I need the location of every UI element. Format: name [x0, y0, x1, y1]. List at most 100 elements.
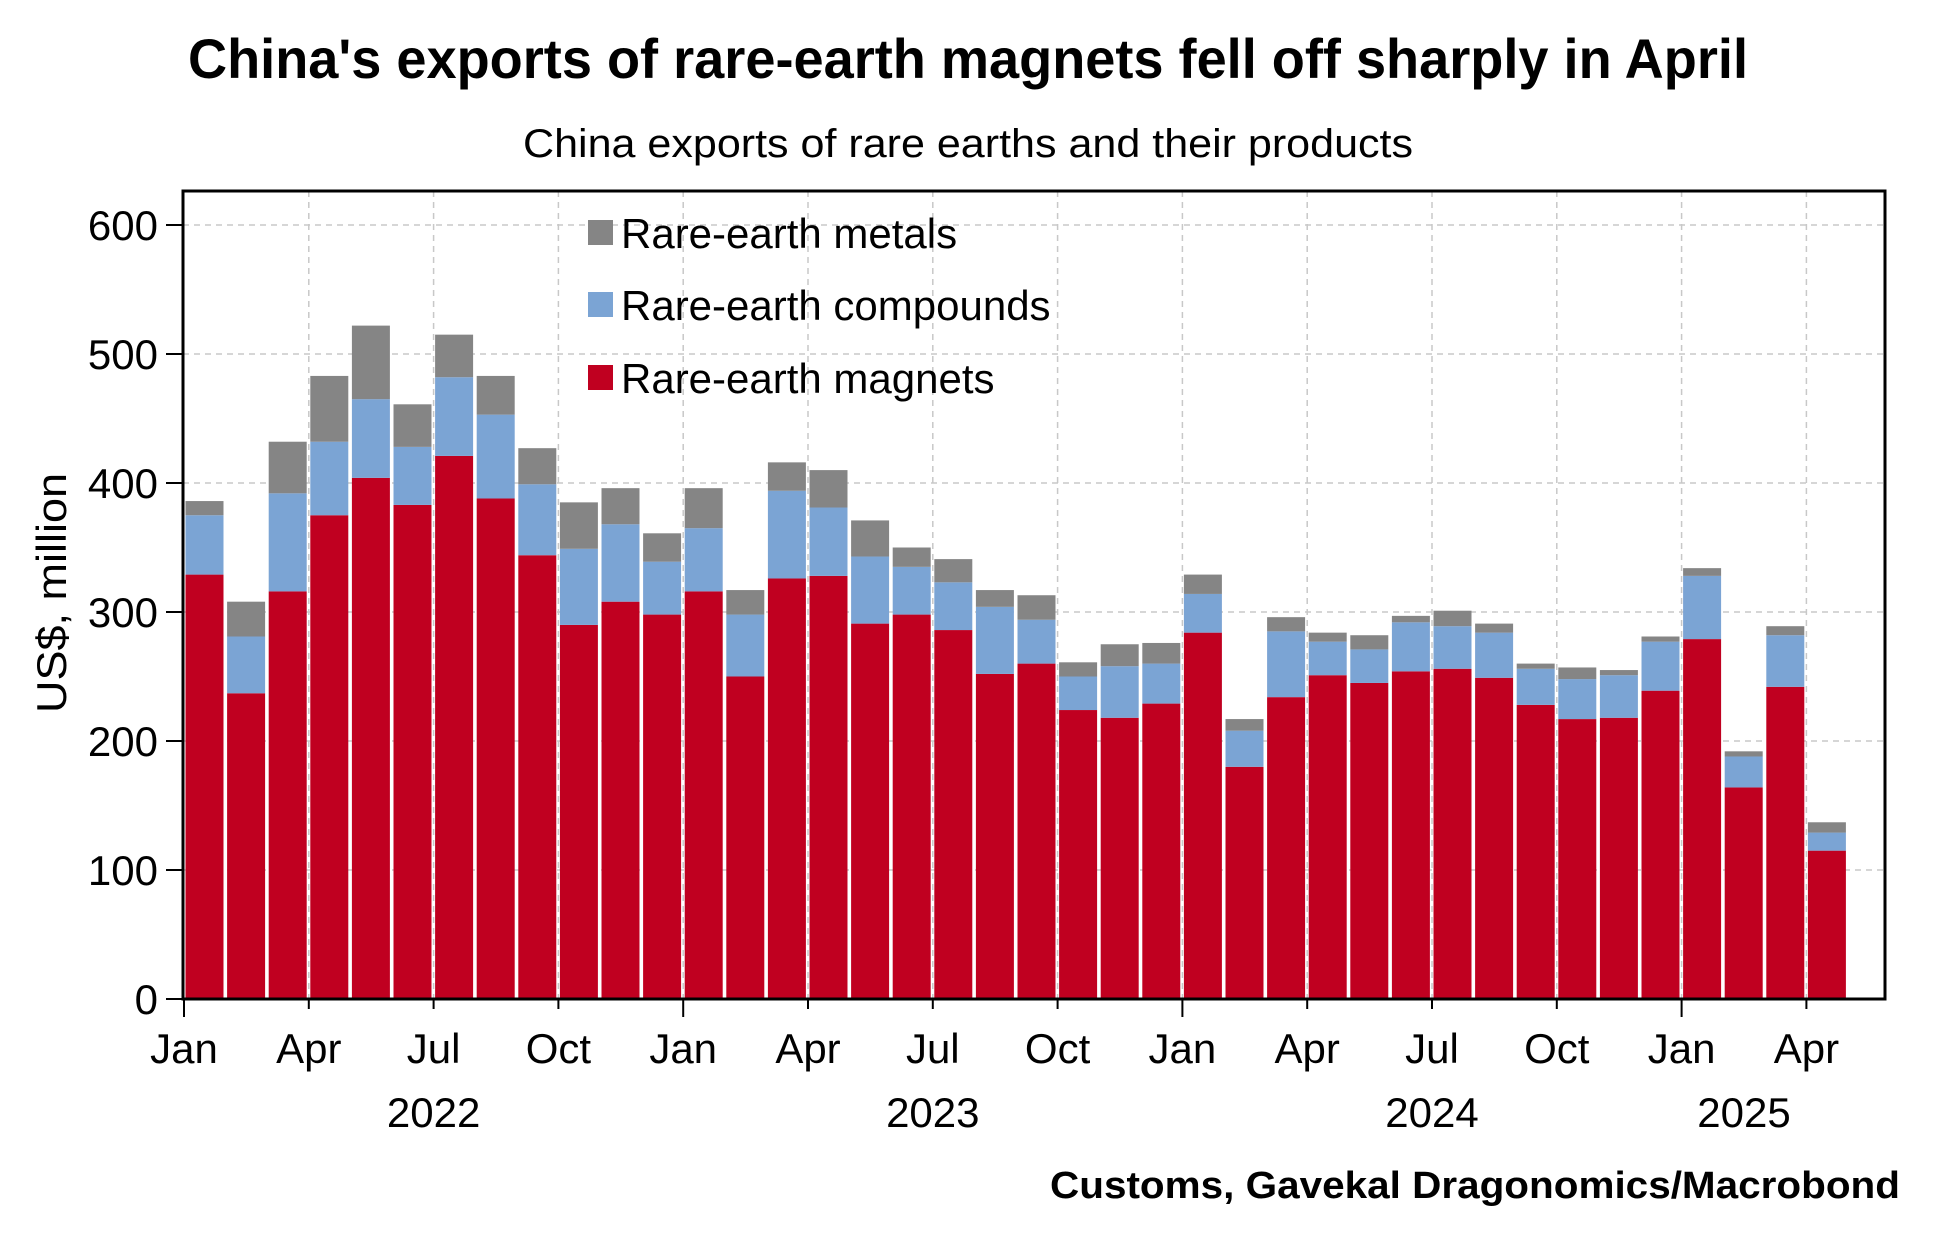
- bar-rare-earth-magnets-2025-02: [1724, 787, 1763, 999]
- bar-rare-earth-metals-2023-02: [726, 590, 765, 615]
- x-tick-label: Jan: [150, 1025, 218, 1072]
- bar-rare-earth-metals-2023-09: [1017, 595, 1056, 620]
- bar-rare-earth-compounds-2023-08: [975, 606, 1014, 674]
- plot-frame: [181, 189, 1887, 1001]
- bar-rare-earth-metals-2023-01: [684, 488, 723, 529]
- bar-rare-earth-metals-2024-11: [1599, 670, 1638, 676]
- bar-rare-earth-metals-2024-02: [1225, 719, 1264, 731]
- x-year-label: 2022: [387, 1089, 480, 1136]
- bar-rare-earth-compounds-2025-03: [1766, 635, 1805, 687]
- bar-rare-earth-compounds-2024-10: [1558, 679, 1597, 720]
- bar-rare-earth-magnets-2023-11: [1100, 717, 1139, 999]
- bar-rare-earth-magnets-2025-03: [1766, 686, 1805, 999]
- bar-rare-earth-metals-2022-08: [476, 375, 515, 415]
- bar-rare-earth-compounds-2023-03: [767, 490, 806, 579]
- bar-rare-earth-metals-2025-03: [1766, 626, 1805, 636]
- bar-rare-earth-compounds-2024-11: [1599, 675, 1638, 718]
- bar-rare-earth-compounds-2024-12: [1641, 641, 1680, 691]
- x-axis: Jan Apr Jul Oct Jan Apr Jul Oct Jan Apr Jul Oct Jan A…: [150, 999, 1839, 1136]
- legend: Rare-earth metals Rare-earth compounds Rar…: [588, 210, 1051, 402]
- bar-rare-earth-metals-2022-11: [601, 488, 640, 525]
- bar-rare-earth-metals-2023-12: [1142, 642, 1181, 664]
- bar-rare-earth-compounds-2025-02: [1724, 756, 1763, 788]
- bar-rare-earth-magnets-2024-09: [1516, 704, 1555, 999]
- bar-rare-earth-compounds-2023-11: [1100, 666, 1139, 718]
- chart-subtitle: China exports of rare earths and their p…: [523, 122, 1413, 166]
- bar-rare-earth-compounds-2022-08: [476, 414, 515, 499]
- bar-rare-earth-magnets-2023-03: [767, 578, 806, 999]
- bar-rare-earth-magnets-2023-04: [809, 575, 848, 999]
- bar-rare-earth-metals-2023-06: [892, 547, 931, 567]
- x-tick-label: Jan: [649, 1025, 717, 1072]
- x-tick-label: Oct: [1025, 1025, 1091, 1072]
- bar-rare-earth-magnets-2024-05: [1350, 682, 1389, 999]
- bar-rare-earth-magnets-2023-12: [1142, 703, 1181, 999]
- bar-rare-earth-compounds-2023-05: [851, 556, 890, 624]
- bar-rare-earth-metals-2022-04: [310, 375, 349, 442]
- x-year-label: 2025: [1697, 1089, 1790, 1136]
- x-year-label: 2023: [886, 1089, 979, 1136]
- bar-rare-earth-metals-2024-10: [1558, 667, 1597, 680]
- bar-rare-earth-magnets-2023-02: [726, 676, 765, 999]
- bar-rare-earth-compounds-2023-04: [809, 507, 848, 576]
- bar-rare-earth-compounds-2024-07: [1433, 626, 1472, 669]
- bar-rare-earth-metals-2022-03: [268, 441, 307, 494]
- bar-rare-earth-magnets-2024-11: [1599, 717, 1638, 999]
- bar-rare-earth-compounds-2022-12: [643, 561, 682, 615]
- bar-rare-earth-compounds-2025-01: [1683, 575, 1722, 640]
- x-tick-label: Oct: [526, 1025, 592, 1072]
- bar-rare-earth-magnets-2022-09: [518, 555, 557, 999]
- legend-label: Rare-earth metals: [621, 210, 957, 257]
- y-tick-label: 600: [88, 202, 158, 249]
- bar-rare-earth-magnets-2022-08: [476, 498, 515, 999]
- bar-rare-earth-metals-2022-02: [227, 601, 266, 637]
- bar-rare-earth-compounds-2023-01: [684, 528, 723, 592]
- bar-rare-earth-metals-2024-12: [1641, 636, 1680, 642]
- x-tick-label: Apr: [775, 1025, 840, 1072]
- bar-rare-earth-metals-2024-05: [1350, 635, 1389, 650]
- x-tick-label: Oct: [1524, 1025, 1590, 1072]
- bar-rare-earth-metals-2024-08: [1475, 623, 1514, 633]
- y-tick-label: 500: [88, 331, 158, 378]
- bar-rare-earth-metals-2023-11: [1100, 644, 1139, 667]
- bar-rare-earth-compounds-2022-05: [351, 399, 390, 478]
- bar-rare-earth-compounds-2024-01: [1183, 593, 1222, 633]
- bar-rare-earth-magnets-2023-09: [1017, 663, 1056, 999]
- y-tick-label: 100: [88, 847, 158, 894]
- bar-rare-earth-magnets-2022-01: [185, 574, 224, 999]
- x-tick-label: Apr: [1275, 1025, 1340, 1072]
- bar-rare-earth-magnets-2024-01: [1183, 632, 1222, 999]
- bar-rare-earth-magnets-2025-04: [1807, 850, 1846, 999]
- bar-rare-earth-metals-2022-10: [559, 502, 598, 549]
- bar-rare-earth-magnets-2023-07: [934, 630, 973, 999]
- x-tick-label: Apr: [276, 1025, 341, 1072]
- bar-rare-earth-magnets-2025-01: [1683, 639, 1722, 999]
- bar-rare-earth-magnets-2024-04: [1308, 675, 1347, 999]
- bar-rare-earth-magnets-2024-03: [1267, 697, 1306, 999]
- y-tick-label: 0: [135, 976, 158, 1023]
- y-tick-label: 200: [88, 718, 158, 765]
- bar-rare-earth-metals-2022-09: [518, 448, 557, 485]
- bar-rare-earth-metals-2024-07: [1433, 610, 1472, 627]
- bar-rare-earth-metals-2024-06: [1391, 615, 1430, 623]
- bar-rare-earth-magnets-2023-01: [684, 591, 723, 999]
- legend-swatch: [588, 365, 613, 390]
- bar-rare-earth-metals-2023-04: [809, 470, 848, 508]
- bar-rare-earth-compounds-2024-03: [1267, 631, 1306, 698]
- bar-rare-earth-magnets-2023-05: [851, 623, 890, 999]
- bar-rare-earth-magnets-2022-07: [435, 455, 474, 999]
- legend-label: Rare-earth magnets: [621, 355, 995, 402]
- bar-rare-earth-metals-2022-05: [351, 325, 390, 400]
- chart-title: China's exports of rare-earth magnets fe…: [188, 27, 1748, 90]
- x-tick-label: Jul: [1405, 1025, 1459, 1072]
- bar-rare-earth-compounds-2024-06: [1391, 622, 1430, 672]
- bar-rare-earth-metals-2022-06: [393, 404, 432, 447]
- bar-rare-earth-metals-2025-01: [1683, 568, 1722, 576]
- bar-rare-earth-compounds-2023-06: [892, 566, 931, 615]
- bar-rare-earth-magnets-2024-08: [1475, 677, 1514, 999]
- bar-rare-earth-magnets-2022-04: [310, 515, 349, 999]
- bar-rare-earth-metals-2024-03: [1267, 617, 1306, 632]
- bar-rare-earth-compounds-2025-04: [1807, 832, 1846, 851]
- x-tick-label: Jul: [407, 1025, 461, 1072]
